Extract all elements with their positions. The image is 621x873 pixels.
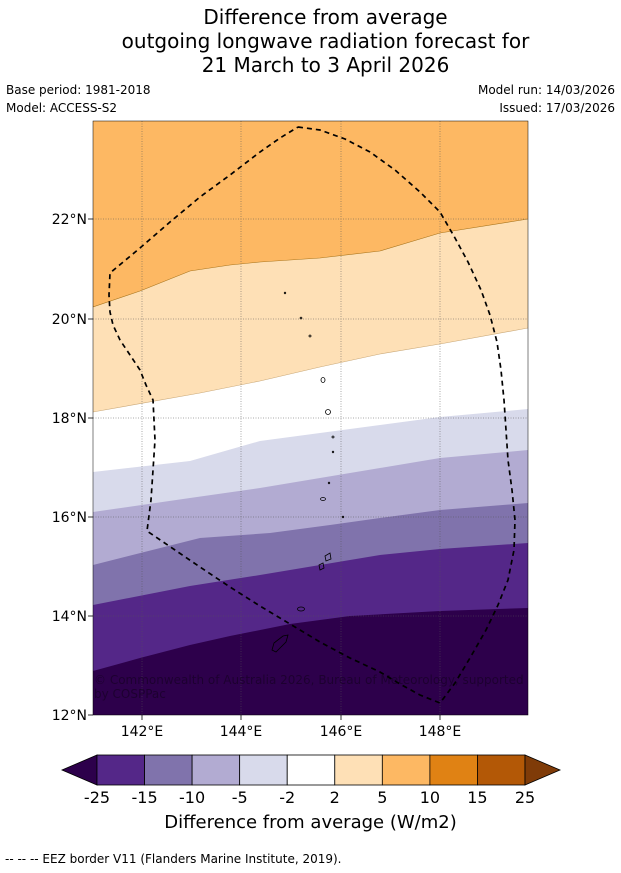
colorbar-extend-high	[524, 754, 562, 786]
colorbar-cell	[96, 754, 145, 786]
island-tinian	[318, 562, 325, 571]
colorbar-cell	[239, 754, 288, 786]
model-name: Model: ACCESS-S2	[6, 101, 118, 115]
island-farallon-de-medinilla	[341, 515, 345, 519]
colorbar-cell	[334, 754, 383, 786]
longitude-labels: 142°E 144°E 146°E 148°E	[121, 715, 462, 740]
colorbar-tick-label: -25	[84, 788, 110, 807]
lat-label-18n: 18°N	[52, 411, 87, 427]
colorbar-cell	[381, 754, 431, 786]
island-anatahan	[320, 497, 326, 501]
island-asuncion	[308, 334, 312, 338]
model-run: Model run: 14/03/2026	[477, 83, 615, 97]
colorbar: -25 -15 -10 -5 -2 2 5 10 15 25	[60, 754, 562, 807]
colorbar-cell	[144, 754, 193, 786]
island-alamagan	[331, 435, 335, 439]
lon-label-144e: 144°E	[220, 724, 263, 740]
colorbar-tick-label: 5	[377, 788, 387, 807]
meta-left: Base period: 1981-2018 Model: ACCESS-S2	[6, 81, 151, 117]
colorbar-tick-label: -10	[179, 788, 205, 807]
graticule	[93, 121, 528, 715]
island-sarigan	[327, 481, 331, 485]
island-guam	[271, 634, 289, 653]
lon-label-146e: 146°E	[320, 724, 363, 740]
issued-date: Issued: 17/03/2026	[499, 101, 615, 115]
colorbar-tick-label: -15	[131, 788, 157, 807]
colorbar-tick-label: 15	[467, 788, 487, 807]
colorbar-tick-label: 2	[330, 788, 340, 807]
island-saipan	[324, 552, 332, 562]
lat-label-16n: 16°N	[52, 510, 87, 526]
island-pagan	[325, 409, 331, 415]
colorbar-tick-label: 10	[420, 788, 440, 807]
colorbar-cell	[286, 754, 336, 786]
latitude-labels: 22°N 20°N 18°N 16°N 14°N 12°N	[52, 212, 93, 724]
map-title: Difference from average outgoing longwav…	[0, 5, 621, 77]
band-plus5-plus10	[93, 121, 528, 307]
title-line-2: outgoing longwave radiation forecast for	[121, 29, 530, 53]
colorbar-title: Difference from average (W/m2)	[164, 812, 457, 833]
lon-label-142e: 142°E	[121, 724, 164, 740]
colorbar-tick-label: -2	[279, 788, 295, 807]
lat-label-22n: 22°N	[52, 212, 87, 228]
copyright-line-2: by COSPPac	[94, 687, 166, 701]
lat-label-20n: 20°N	[52, 312, 87, 328]
title-line-3: 21 March to 3 April 2026	[201, 53, 450, 77]
meta-right: Model run: 14/03/2026 Issued: 17/03/2026	[478, 81, 615, 117]
island-agrihan	[320, 377, 326, 383]
copyright: © Commonwealth of Australia 2026, Bureau…	[94, 673, 524, 701]
colorbar-extend-low	[60, 754, 98, 786]
island-maug	[299, 316, 303, 320]
lat-label-14n: 14°N	[52, 609, 87, 625]
island-guguan	[331, 450, 335, 454]
eez-legend: -- -- -- EEZ border V11 (Flanders Marine…	[5, 852, 342, 866]
eez-border	[108, 126, 516, 705]
islands	[271, 291, 345, 653]
island-farallon-de-pajaros	[283, 291, 287, 295]
colorbar-tick-label: 25	[515, 788, 535, 807]
colorbar-cell	[429, 754, 478, 786]
colorbar-tick-label: -5	[232, 788, 248, 807]
title-line-1: Difference from average	[203, 5, 448, 29]
base-period: Base period: 1981-2018	[6, 83, 151, 97]
island-rota	[297, 606, 305, 612]
lon-label-148e: 148°E	[419, 724, 462, 740]
colorbar-cell	[477, 754, 526, 786]
copyright-line-1: © Commonwealth of Australia 2026, Bureau…	[94, 673, 524, 687]
colorbar-cell	[191, 754, 241, 786]
lat-label-12n: 12°N	[52, 708, 87, 724]
